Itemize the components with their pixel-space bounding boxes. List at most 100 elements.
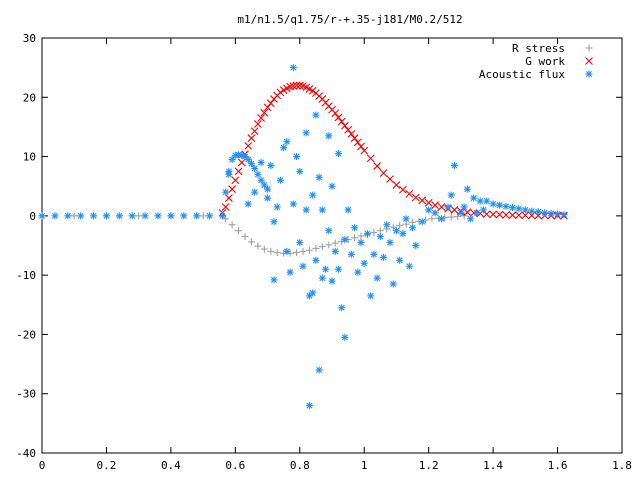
data-point bbox=[409, 224, 417, 232]
data-point bbox=[402, 215, 410, 223]
data-point bbox=[231, 176, 240, 185]
data-point bbox=[270, 218, 278, 226]
x-axis: 0 0.2 0.4 0.6 0.8 1 1.2 1.4 1.6 1.8 bbox=[39, 38, 632, 472]
data-point bbox=[386, 239, 394, 247]
data-point bbox=[244, 200, 252, 208]
data-point bbox=[428, 215, 436, 223]
data-point bbox=[437, 203, 446, 211]
data-point bbox=[483, 197, 491, 205]
data-point bbox=[254, 242, 262, 250]
data-point bbox=[341, 333, 349, 341]
legend-marker bbox=[585, 57, 593, 65]
data-point bbox=[373, 162, 382, 170]
data-point bbox=[250, 127, 259, 135]
data-point bbox=[353, 138, 362, 147]
data-point bbox=[309, 191, 317, 199]
data-point bbox=[470, 194, 478, 202]
data-point bbox=[141, 212, 149, 220]
x-tick-label: 1.4 bbox=[483, 459, 503, 472]
y-tick-label: 20 bbox=[23, 91, 36, 104]
data-point bbox=[515, 211, 523, 220]
data-point bbox=[199, 212, 207, 220]
data-point bbox=[331, 239, 339, 247]
data-point bbox=[264, 185, 272, 193]
data-point bbox=[496, 201, 504, 209]
y-tick-label: -30 bbox=[16, 388, 36, 401]
data-point bbox=[299, 262, 307, 270]
data-point bbox=[292, 81, 301, 90]
data-point bbox=[267, 247, 275, 255]
data-point bbox=[328, 277, 336, 285]
chart-title: m1/n1.5/q1.75/r-+.35-j181/M0.2/512 bbox=[237, 13, 462, 26]
x-tick-label: 0.4 bbox=[161, 459, 181, 472]
data-point bbox=[521, 211, 530, 220]
legend-marker bbox=[585, 70, 593, 78]
legend-marker bbox=[585, 44, 593, 52]
data-point bbox=[460, 203, 468, 211]
data-point bbox=[396, 256, 404, 264]
x-tick-label: 0 bbox=[39, 459, 46, 472]
data-point bbox=[405, 190, 414, 198]
data-point bbox=[280, 249, 288, 257]
data-point bbox=[489, 200, 497, 208]
data-point bbox=[473, 209, 481, 217]
data-point bbox=[357, 239, 365, 247]
y-tick-label: -10 bbox=[16, 269, 36, 282]
data-point bbox=[457, 209, 465, 217]
data-point bbox=[334, 265, 342, 273]
data-point bbox=[351, 234, 359, 242]
data-point bbox=[463, 208, 472, 217]
data-point bbox=[399, 230, 407, 238]
data-point bbox=[318, 206, 326, 214]
data-point bbox=[431, 209, 439, 217]
x-tick-label: 1 bbox=[361, 459, 368, 472]
data-point bbox=[193, 212, 201, 220]
data-point bbox=[508, 211, 517, 220]
data-point bbox=[283, 138, 291, 146]
data-point bbox=[331, 109, 340, 118]
data-point bbox=[218, 212, 226, 220]
data-point bbox=[515, 205, 523, 213]
data-point bbox=[354, 268, 362, 276]
data-point bbox=[267, 161, 275, 169]
data-point bbox=[450, 161, 458, 169]
data-point bbox=[102, 212, 110, 220]
data-point bbox=[392, 227, 400, 235]
data-point bbox=[247, 160, 255, 168]
data-point bbox=[337, 117, 346, 126]
data-point bbox=[396, 221, 404, 229]
data-point bbox=[370, 250, 378, 258]
data-point bbox=[405, 262, 413, 270]
data-point bbox=[77, 212, 85, 220]
data-point bbox=[264, 194, 272, 202]
data-point bbox=[302, 129, 310, 137]
y-tick-label: -40 bbox=[16, 447, 36, 460]
data-point bbox=[309, 289, 317, 297]
data-point bbox=[280, 144, 288, 152]
data-point bbox=[424, 198, 433, 207]
data-point bbox=[167, 212, 175, 220]
data-point bbox=[351, 224, 359, 232]
data-point bbox=[347, 130, 356, 138]
data-point bbox=[266, 99, 275, 108]
data-point bbox=[344, 126, 353, 134]
data-point bbox=[38, 212, 46, 220]
data-point bbox=[325, 241, 333, 249]
data-point bbox=[228, 221, 236, 229]
data-point bbox=[331, 247, 339, 255]
data-point bbox=[392, 181, 401, 189]
data-point bbox=[389, 223, 397, 231]
data-point bbox=[90, 212, 98, 220]
data-point bbox=[340, 121, 349, 130]
data-point bbox=[154, 212, 162, 220]
data-point bbox=[508, 204, 516, 212]
data-point bbox=[363, 230, 371, 238]
data-point bbox=[308, 86, 317, 95]
data-point bbox=[357, 232, 365, 240]
data-point bbox=[315, 173, 323, 181]
data-point bbox=[206, 212, 214, 220]
data-point bbox=[276, 176, 284, 184]
data-point bbox=[299, 247, 307, 255]
data-point bbox=[312, 244, 320, 252]
